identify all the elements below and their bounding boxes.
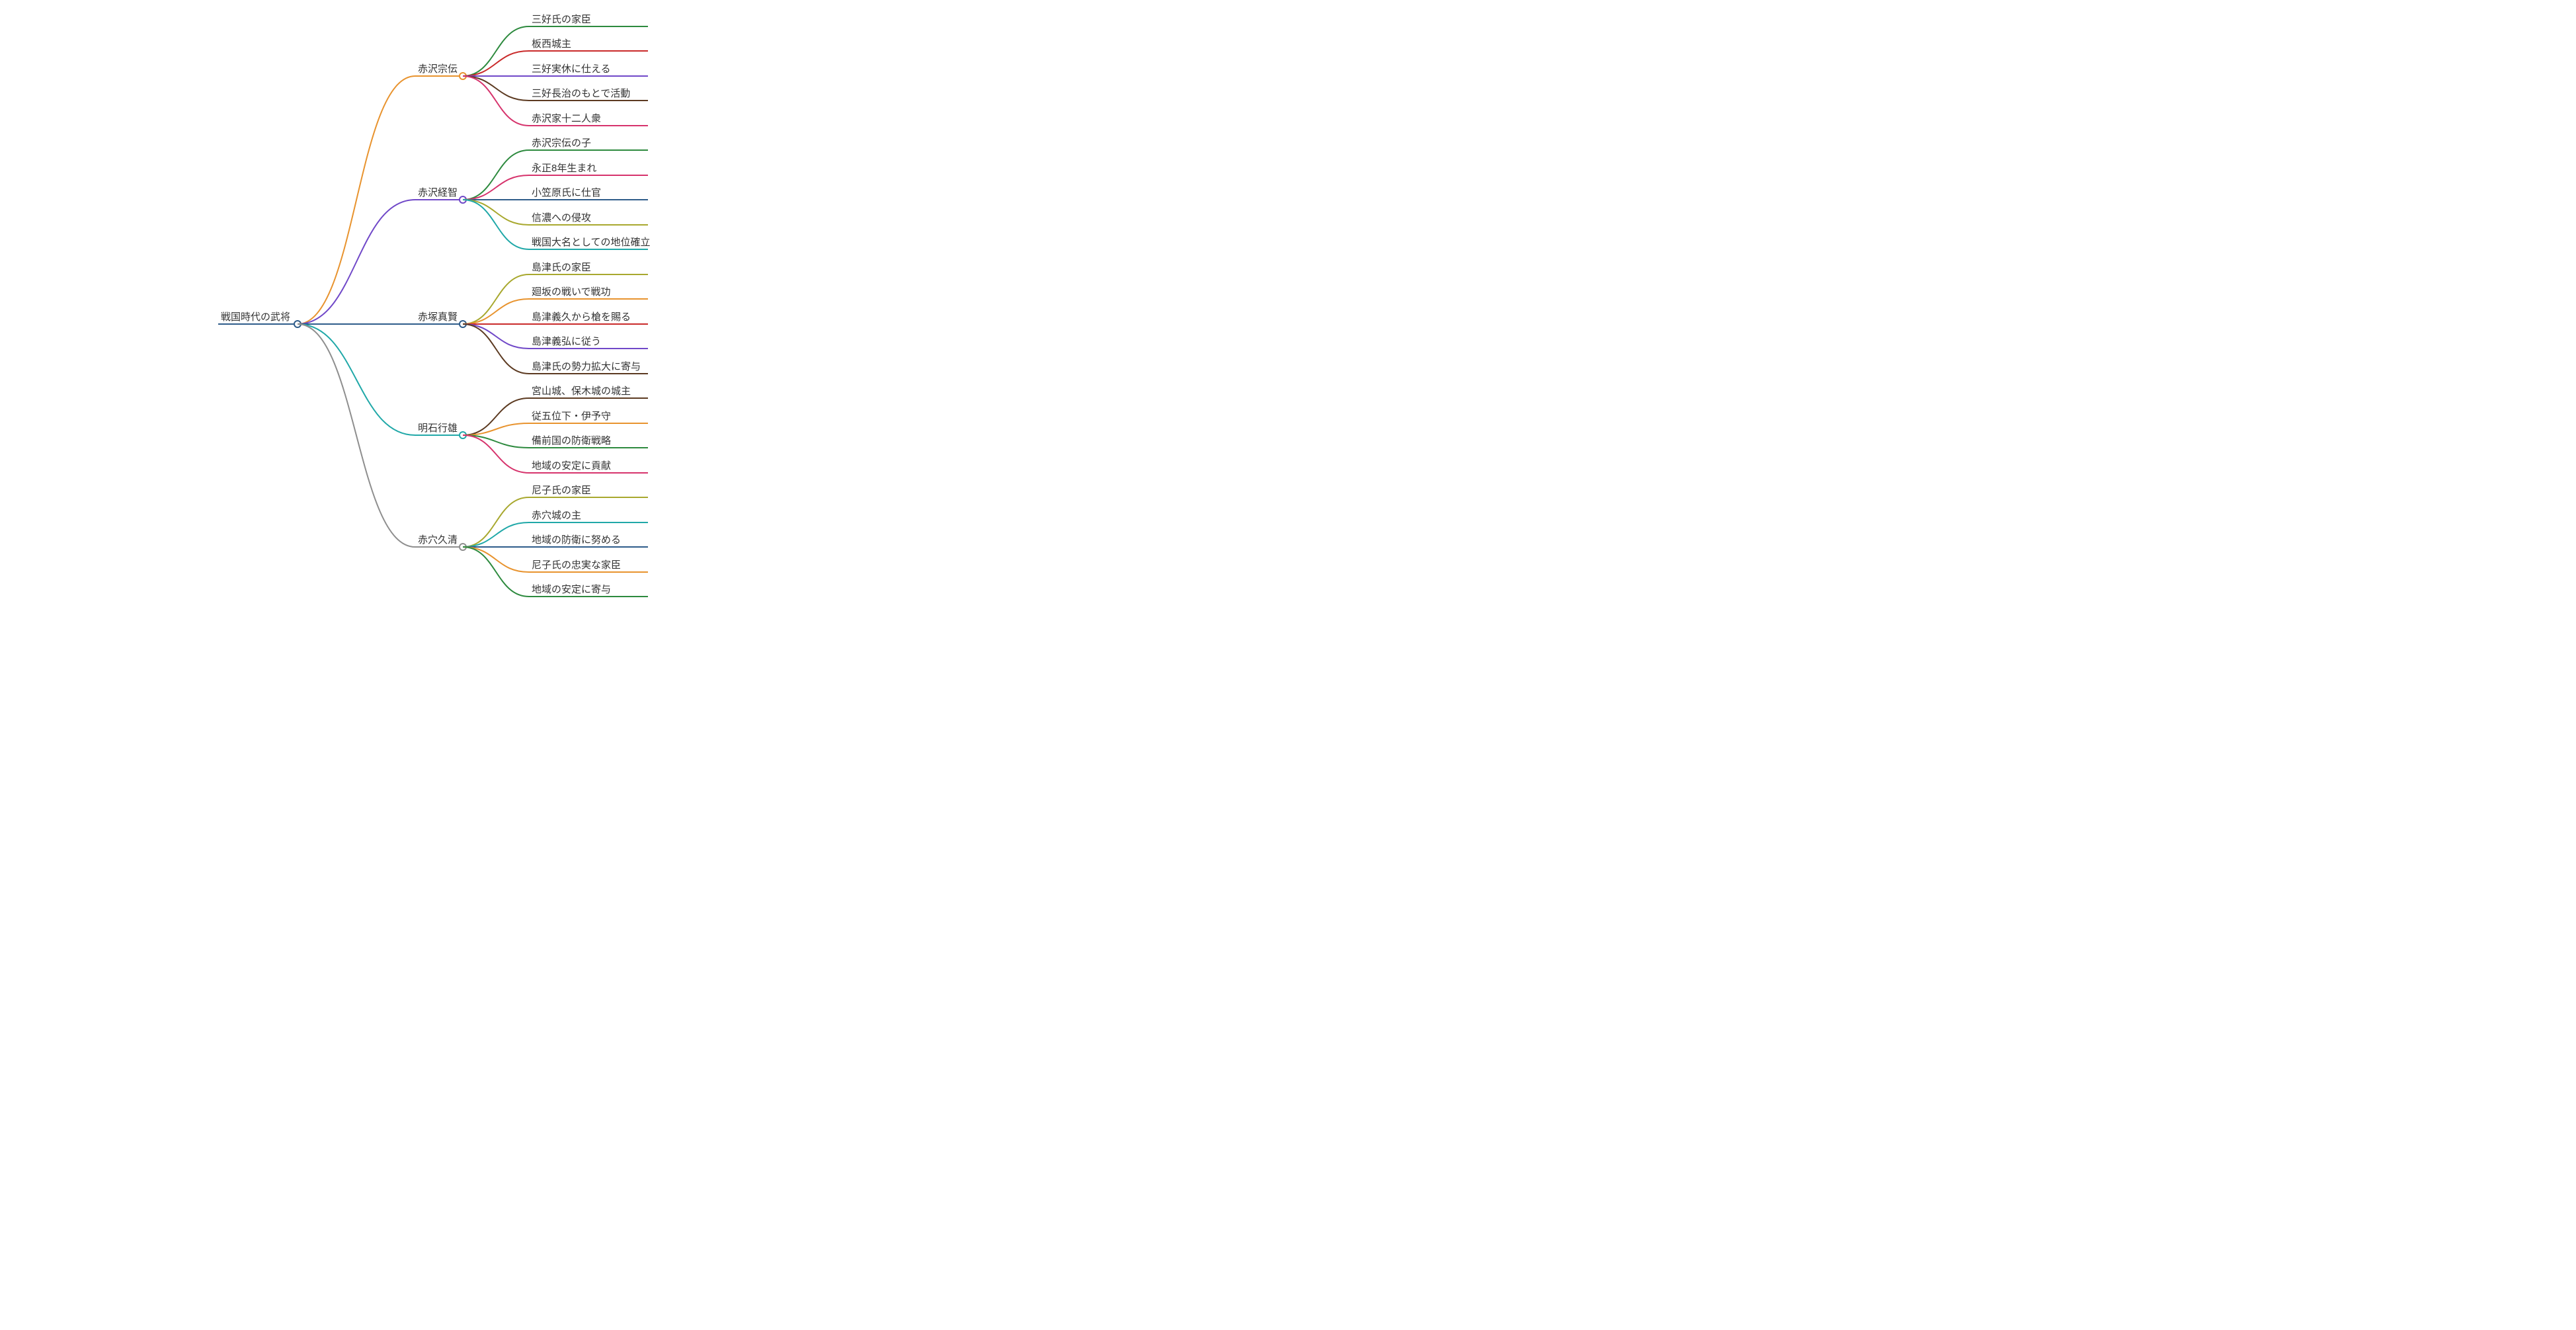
leaf-label: 従五位下・伊予守 — [532, 411, 611, 422]
leaf-label: 地域の安定に寄与 — [532, 583, 611, 595]
edge-level1 — [298, 200, 415, 324]
leaf-label: 尼子氏の忠実な家臣 — [532, 560, 621, 571]
leaf-label: 備前国の防衛戦略 — [532, 435, 611, 446]
root-label: 戦国時代の武将 — [221, 312, 290, 323]
leaf-label: 赤沢宗伝の子 — [532, 137, 591, 149]
leaf-label: 信濃への侵攻 — [532, 212, 591, 224]
edge-level1 — [298, 76, 415, 324]
leaf-label: 廻坂の戦いで戦功 — [532, 286, 611, 298]
edge-level2 — [463, 150, 529, 200]
leaf-label: 赤沢家十二人衆 — [532, 113, 601, 124]
edge-level2 — [463, 175, 529, 200]
edge-level2 — [463, 497, 529, 547]
mindmap-diagram: 戦国時代の武将赤沢宗伝三好氏の家臣板西城主三好実休に仕える三好長治のもとで活動赤… — [0, 0, 1018, 648]
edge-level2 — [463, 76, 529, 101]
edge-level2 — [463, 299, 529, 324]
leaf-label: 永正8年生まれ — [532, 163, 596, 174]
leaf-label: 島津義弘に従う — [532, 336, 601, 347]
mid-label: 赤沢経智 — [418, 187, 458, 198]
edge-level1 — [298, 324, 415, 435]
leaf-label: 島津氏の家臣 — [532, 262, 591, 273]
edge-level2 — [463, 324, 529, 349]
leaf-label: 尼子氏の家臣 — [532, 485, 591, 496]
leaf-label: 三好長治のもとで活動 — [532, 88, 630, 99]
leaf-label: 島津義久から槍を賜る — [532, 312, 631, 323]
leaf-label: 三好氏の家臣 — [532, 14, 591, 25]
leaf-label: 宮山城、保木城の城主 — [532, 386, 631, 397]
edge-level2 — [463, 200, 529, 225]
mid-label: 明石行雄 — [418, 423, 458, 434]
leaf-label: 板西城主 — [532, 38, 571, 50]
edge-level2 — [463, 324, 529, 374]
edge-level1 — [298, 324, 415, 547]
edge-level2 — [463, 51, 529, 76]
leaf-label: 三好実休に仕える — [532, 63, 611, 75]
mid-label: 赤塚真賢 — [418, 311, 458, 323]
leaf-label: 赤穴城の主 — [532, 510, 581, 521]
leaf-label: 地域の防衛に努める — [532, 534, 621, 546]
edge-level2 — [463, 547, 529, 572]
leaf-label: 地域の安定に貢献 — [532, 460, 611, 472]
leaf-label: 小笠原氏に仕官 — [532, 187, 601, 198]
leaf-label: 島津氏の勢力拡大に寄与 — [532, 360, 641, 372]
mid-label: 赤沢宗伝 — [418, 63, 458, 75]
leaf-label: 戦国大名としての地位確立 — [532, 237, 651, 248]
mid-label: 赤穴久清 — [418, 534, 458, 546]
edge-level2 — [463, 76, 529, 126]
edge-level2 — [463, 522, 529, 547]
